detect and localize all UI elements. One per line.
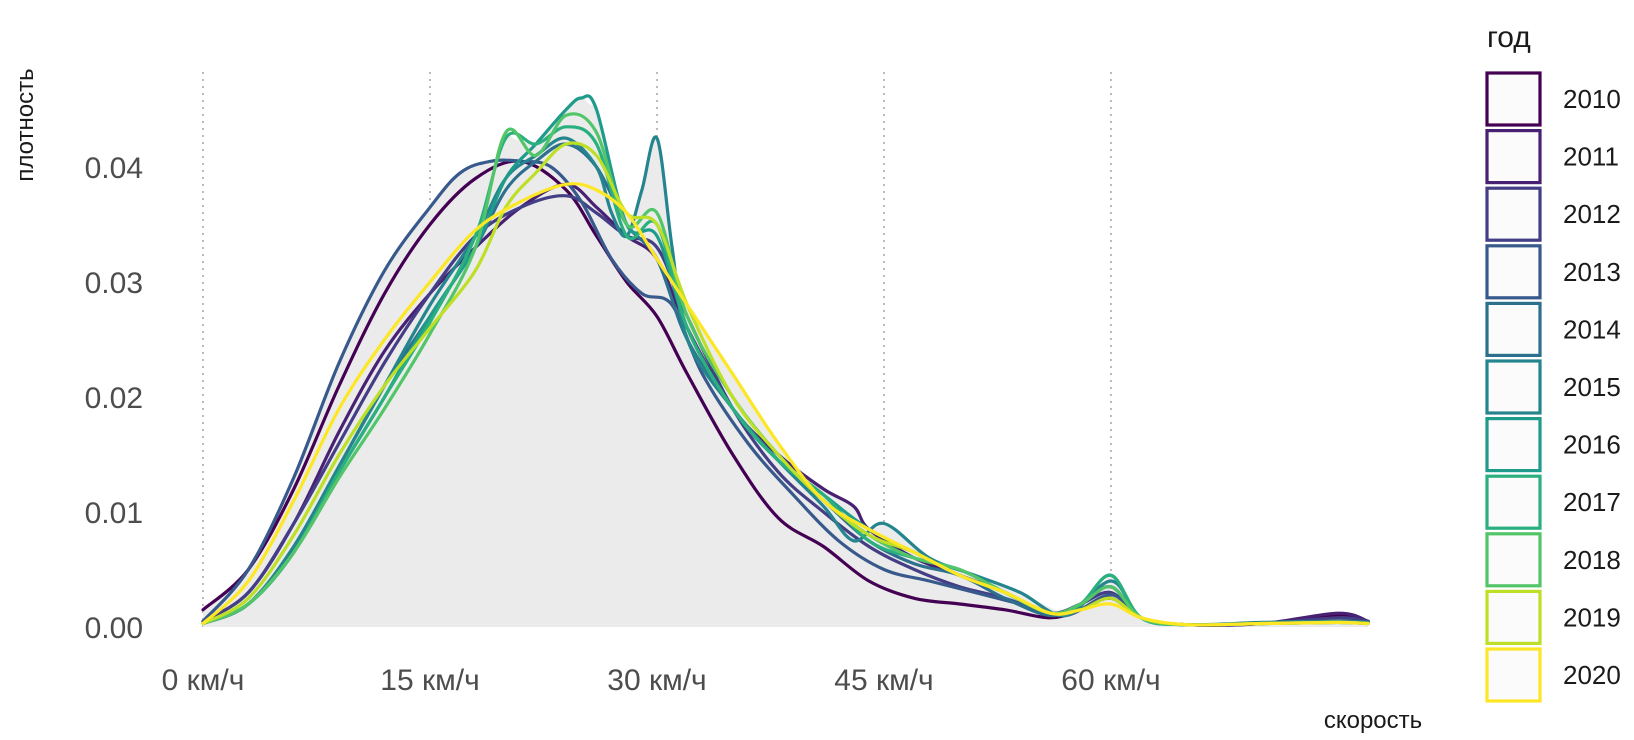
series-lines — [201, 94, 1370, 627]
legend-key-2020 — [1485, 647, 1542, 703]
legend-label-2017: 2017 — [1563, 487, 1621, 517]
legend-label-2010: 2010 — [1563, 84, 1621, 114]
legend-label-2016: 2016 — [1563, 430, 1621, 460]
legend-key-2014 — [1485, 301, 1542, 357]
x-tick-label: 15 км/ч — [380, 664, 479, 697]
legend-label-2020: 2020 — [1563, 660, 1621, 690]
legend-label-2018: 2018 — [1563, 545, 1621, 575]
legend-key-2016 — [1485, 417, 1542, 473]
x-tick-label: 30 км/ч — [607, 664, 706, 697]
legend-label-2012: 2012 — [1563, 199, 1621, 229]
legend-key-2010 — [1485, 71, 1542, 127]
legend-title: год — [1487, 21, 1531, 54]
series-line-2019 — [201, 141, 1370, 627]
legend: год 2010 2011 2012 2013 2014 2015 2016 2017 2018… — [1485, 21, 1621, 703]
series-line-2020 — [201, 182, 1370, 627]
legend-label-2014: 2014 — [1563, 314, 1621, 344]
series-line-2017 — [201, 125, 1370, 627]
legend-key-2017 — [1485, 474, 1542, 530]
y-tick-label: 0.00 — [85, 612, 143, 645]
y-axis-title: плотность — [12, 68, 39, 181]
y-axis-ticks: 0.00 0.01 0.02 0.03 0.04 — [85, 152, 143, 645]
legend-key-2019 — [1485, 589, 1542, 646]
legend-label-2019: 2019 — [1563, 602, 1621, 632]
x-tick-label: 45 км/ч — [834, 664, 933, 697]
y-tick-label: 0.03 — [85, 267, 143, 300]
series-line-2015 — [201, 135, 1370, 627]
y-tick-label: 0.01 — [85, 497, 143, 530]
legend-key-2015 — [1485, 359, 1542, 415]
legend-label-2013: 2013 — [1563, 257, 1621, 287]
x-axis-title: скорость — [1324, 707, 1422, 734]
legend-key-2018 — [1485, 532, 1542, 588]
legend-key-2012 — [1485, 186, 1542, 242]
legend-label-2015: 2015 — [1563, 372, 1621, 402]
legend-label-2011: 2011 — [1563, 142, 1619, 172]
series-line-2018 — [201, 112, 1370, 627]
legend-key-2013 — [1485, 244, 1542, 300]
x-tick-label: 60 км/ч — [1061, 664, 1160, 697]
legend-key-2011 — [1485, 129, 1542, 185]
x-tick-label: 0 км/ч — [162, 664, 245, 697]
x-axis-ticks: 0 км/ч 15 км/ч 30 км/ч 45 км/ч 60 км/ч — [162, 664, 1161, 697]
y-tick-label: 0.04 — [85, 152, 143, 185]
y-tick-label: 0.02 — [85, 382, 143, 415]
